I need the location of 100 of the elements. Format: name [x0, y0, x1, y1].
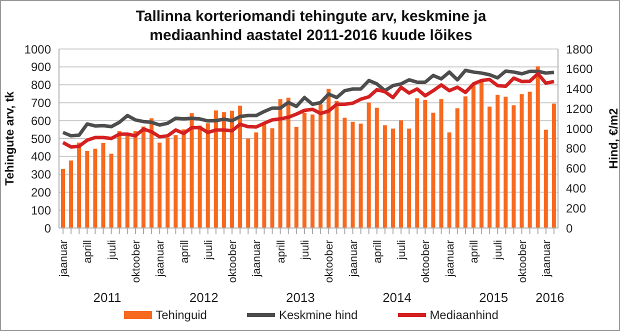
bar	[544, 130, 548, 228]
y-tick-label: 700	[30, 96, 52, 110]
y2-tick-label: 1400	[566, 82, 594, 96]
bar	[488, 106, 492, 228]
bar	[407, 128, 412, 228]
bar	[358, 124, 363, 228]
bar	[174, 135, 178, 228]
y2-tick-label: 400	[566, 181, 586, 196]
bar	[85, 151, 90, 228]
bar	[214, 110, 218, 228]
bar	[536, 66, 540, 228]
bar	[278, 99, 282, 228]
bar	[447, 132, 452, 228]
bar	[109, 154, 114, 228]
x-tick-label: jaanuar	[348, 240, 360, 278]
y2-tick-label: 1200	[566, 102, 594, 116]
bar	[310, 114, 314, 228]
x-tick-label: oktoober	[227, 240, 240, 283]
x-tick-label: jaanuar	[251, 240, 264, 278]
bar	[286, 98, 290, 228]
x-tick-label: aprill	[178, 240, 191, 264]
x-tick-label: juuli	[396, 240, 408, 261]
bar	[463, 96, 468, 228]
x-tick-label: oktoober	[324, 240, 336, 283]
y-tick-label: 600	[30, 114, 52, 128]
bar	[318, 104, 323, 228]
y2-axis-title: Hind, €/m2	[606, 108, 620, 169]
y-tick-label: 900	[30, 60, 52, 74]
y-tick-label: 800	[30, 78, 52, 92]
bar	[125, 136, 130, 228]
y2-tick-label: 0	[566, 221, 573, 236]
x-tick-label: juuli	[106, 240, 118, 261]
x-tick-label: oktoober	[130, 240, 142, 283]
x-tick-label: aprill	[82, 240, 94, 264]
x-tick-label: jaanuar	[444, 240, 456, 278]
bar	[141, 126, 146, 228]
bar	[198, 126, 202, 228]
bar	[61, 168, 65, 228]
legend-label: Tehinguid	[156, 308, 207, 322]
y-tick-label: 400	[30, 150, 52, 164]
bar	[302, 112, 306, 228]
bar	[423, 100, 428, 228]
y-tick-label: 0	[44, 221, 52, 236]
bar	[471, 84, 476, 228]
bar	[552, 104, 556, 228]
bar	[222, 112, 226, 228]
bar	[93, 148, 98, 228]
text: 2013	[284, 290, 316, 305]
bar	[117, 131, 122, 228]
bar	[133, 131, 138, 228]
bar	[77, 142, 82, 228]
bar	[374, 108, 379, 228]
bar	[246, 138, 250, 228]
bar	[496, 94, 500, 228]
legend-label: Keskmine hind	[278, 308, 358, 322]
y-tick-label: 1000	[24, 42, 52, 56]
bar	[455, 108, 460, 228]
bar	[238, 106, 242, 228]
text: 2016	[534, 290, 566, 305]
y2-tick-label: 200	[566, 201, 586, 216]
x-tick-label: jaanuar	[540, 240, 553, 278]
bar	[504, 96, 508, 228]
x-tick-label: aprill	[372, 240, 384, 264]
text: 2015	[478, 290, 510, 305]
x-tick-label: aprill	[468, 240, 480, 264]
y2-tick-label: 1800	[566, 42, 594, 56]
bar	[528, 92, 532, 228]
bar	[230, 110, 234, 228]
x-tick-label: oktoober	[420, 240, 432, 283]
x-tick-label: oktoober	[516, 240, 529, 283]
bar	[182, 129, 186, 228]
y-tick-label: 100	[30, 203, 52, 218]
bar	[439, 99, 444, 228]
bar	[254, 132, 258, 228]
bar	[415, 98, 420, 228]
y2-tick-label: 1600	[566, 62, 594, 76]
bar	[399, 120, 404, 228]
y2-tick-label: 1000	[566, 122, 594, 136]
bar	[101, 142, 106, 228]
bar	[512, 105, 516, 228]
chart-title: Tallinna korteriomandi tehingute arv, keskmine ja mediaanhind aastatel 2011-2016 kuude lõikes	[134, 7, 488, 45]
x-tick-label: juuli	[492, 240, 505, 261]
x-tick-label: aprill	[275, 240, 288, 264]
bar	[150, 118, 154, 228]
x-tick-label: juuli	[299, 240, 312, 261]
y-tick-label: 500	[30, 132, 52, 146]
bar	[270, 128, 274, 228]
x-tick-label: jaanuar	[154, 240, 167, 278]
bar	[326, 88, 331, 228]
y-tick-label: 200	[30, 185, 52, 200]
bar	[431, 112, 436, 228]
bar	[166, 138, 170, 228]
bar	[366, 102, 371, 228]
x-tick-label: jaanuar	[58, 240, 70, 278]
bar	[334, 100, 339, 228]
text: 2011	[92, 290, 122, 305]
bar	[342, 118, 347, 228]
line-series	[61, 72, 556, 149]
y2-tick-label: 800	[566, 142, 586, 156]
bar	[294, 126, 298, 228]
